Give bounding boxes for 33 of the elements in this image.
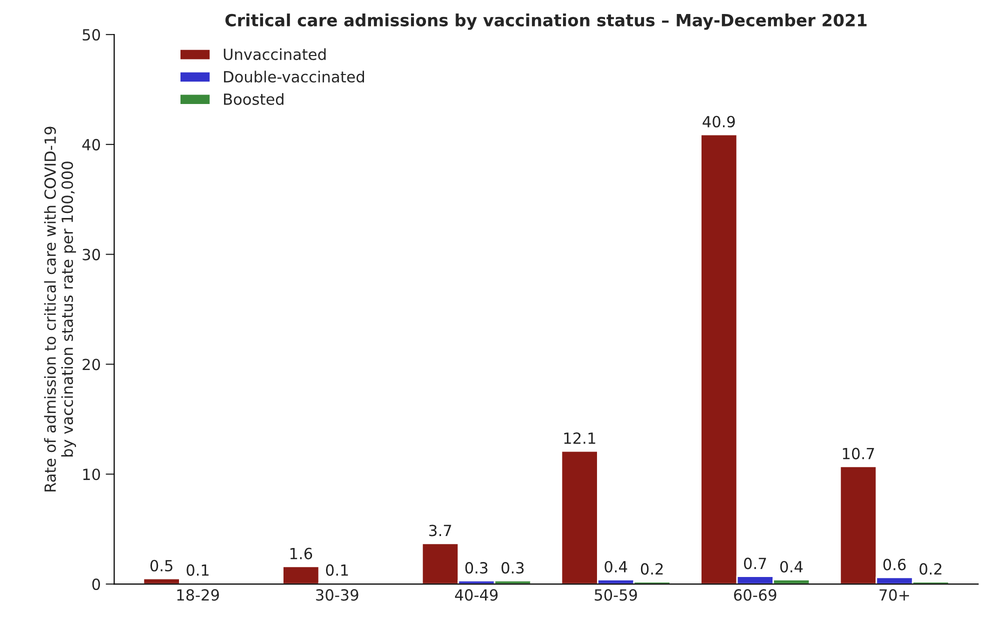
x-tick-label: 40-49 xyxy=(455,589,498,601)
x-tick-label: 50-59 xyxy=(594,589,637,601)
data-label: 0.3 xyxy=(502,562,524,574)
data-label: 0.1 xyxy=(186,564,209,576)
data-label: 0.6 xyxy=(883,558,906,570)
y-tick-label: 10 xyxy=(83,468,100,480)
data-label: 0.4 xyxy=(780,560,803,573)
data-label: 0.1 xyxy=(326,564,348,576)
y-tick-label: 20 xyxy=(82,358,100,370)
data-label: 0.7 xyxy=(744,558,766,570)
y-tick-label: 30 xyxy=(82,248,100,260)
y-tick-label: 40 xyxy=(82,138,100,150)
x-tick-label: 18-29 xyxy=(177,589,219,601)
y-axis-title: Rate of admission to critical care with COVID-19 by vaccination status rate per 100,000 xyxy=(44,126,76,492)
data-label: 1.6 xyxy=(290,548,312,560)
y-tick-label: 50 xyxy=(82,29,100,41)
chart-title: Critical care admissions by vaccination status – May-December 2021 xyxy=(225,14,867,30)
legend-label: Unvaccinated xyxy=(224,48,326,60)
data-label: 0.2 xyxy=(920,563,942,575)
data-label: 0.4 xyxy=(604,560,628,573)
data-label: 12.1 xyxy=(564,432,596,444)
data-label: 3.7 xyxy=(429,524,452,536)
x-tick-label: 60-69 xyxy=(734,589,776,601)
legend-label: Double-vaccinated xyxy=(224,70,364,83)
y-tick-label: 0 xyxy=(92,578,100,590)
data-label: 0.5 xyxy=(150,560,172,572)
data-label: 0.2 xyxy=(640,563,663,575)
data-label: 10.7 xyxy=(842,448,874,460)
x-tick-label: 30-39 xyxy=(316,589,358,601)
data-label: 40.9 xyxy=(702,116,735,128)
x-tick-label: 70+ xyxy=(880,589,909,601)
legend-label: Boosted xyxy=(224,93,284,105)
data-label: 0.3 xyxy=(465,562,488,574)
